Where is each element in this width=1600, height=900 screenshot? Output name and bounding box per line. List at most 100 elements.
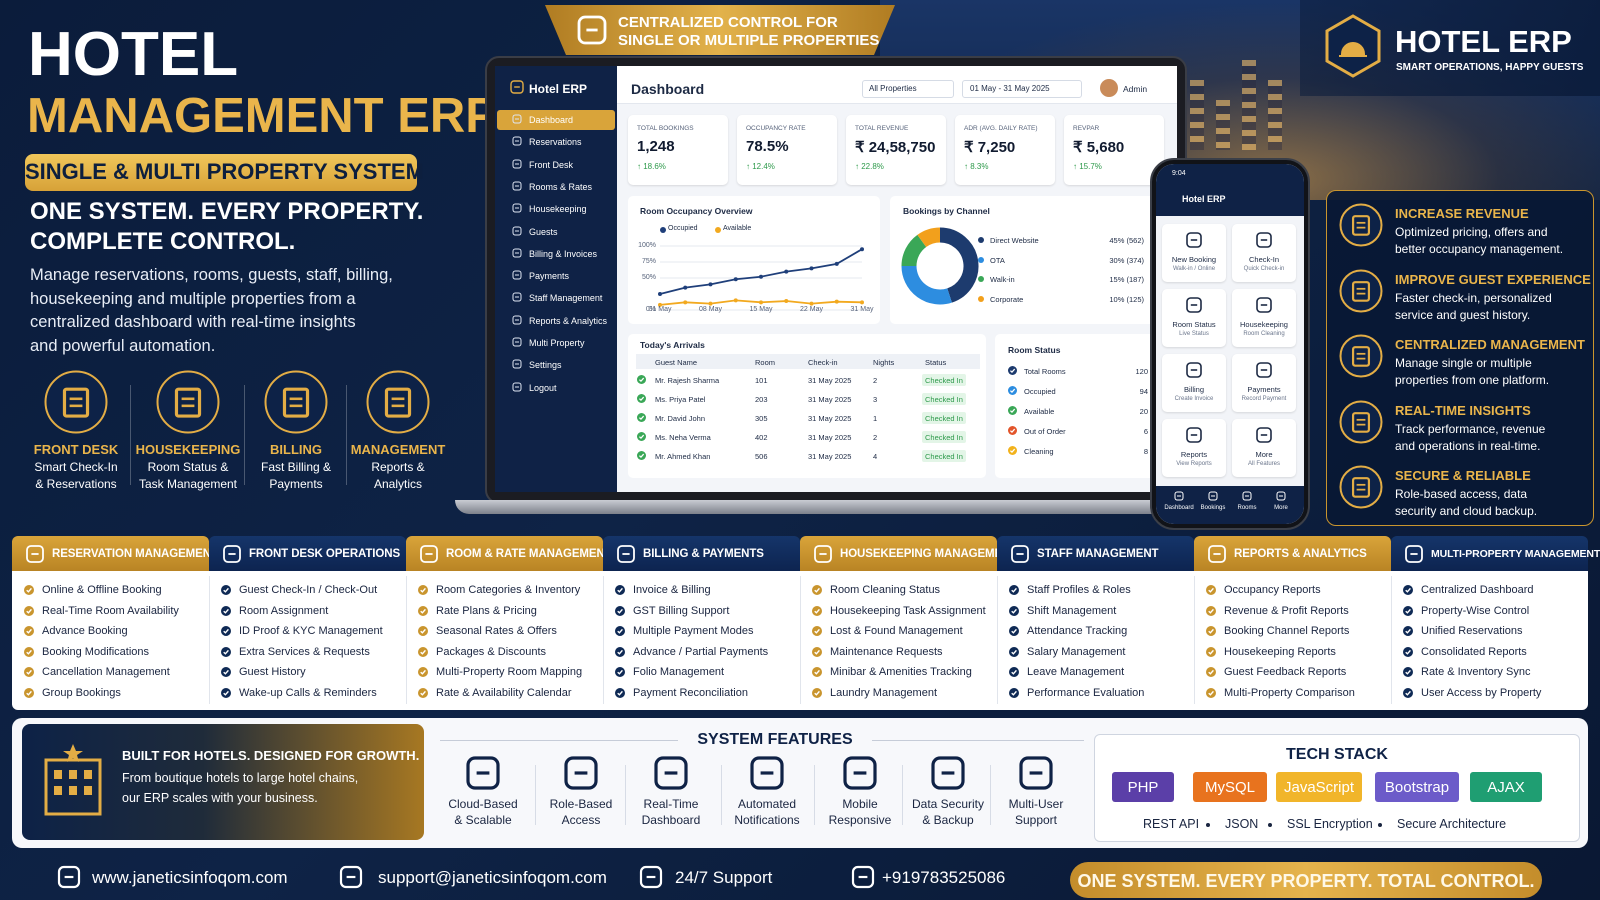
icon	[1008, 406, 1017, 415]
legend-swatch	[660, 227, 666, 233]
series-point	[759, 274, 763, 279]
feature-item: Lost & Found Management	[830, 625, 963, 637]
occupancy-plot	[658, 245, 864, 311]
hero-title: MANAGEMENT ERP	[27, 89, 498, 143]
feature-item: Cancellation Management	[42, 666, 170, 678]
table-cell: Checked In	[925, 452, 963, 461]
feature-item: Property-Wise Control	[1421, 604, 1530, 617]
icon-glyph	[1186, 232, 1202, 248]
tile-sub: View Reports	[1176, 461, 1212, 467]
status-pill	[922, 412, 966, 424]
tile-title: More	[1255, 450, 1273, 459]
icon	[44, 370, 108, 434]
module-text: Reports &	[371, 460, 425, 474]
feature-item: Occupancy Reports	[1224, 584, 1321, 596]
icon	[1403, 585, 1413, 595]
series-point	[860, 300, 864, 305]
icon-bg	[1403, 605, 1413, 616]
table-cell: Checked In	[925, 433, 963, 442]
icon	[57, 865, 81, 889]
icon-check	[1011, 649, 1017, 655]
table-title: Today's Arrivals	[640, 340, 705, 350]
icon-glyph	[1351, 280, 1371, 302]
feature-item: Guest Feedback Reports	[1224, 666, 1347, 678]
status-label: Out of Order	[1024, 427, 1066, 436]
feature-item: Shift Management	[1027, 604, 1117, 617]
icon-check	[1405, 628, 1411, 634]
icon-bg	[221, 626, 231, 636]
module-text: Task Management	[138, 477, 238, 491]
tech-extra: REST API	[1143, 817, 1200, 831]
kpi-value: 1,248	[637, 138, 675, 155]
icon	[1208, 545, 1226, 563]
divider	[130, 385, 131, 485]
icon-check	[1208, 649, 1214, 655]
table-cell: Checked In	[925, 414, 963, 423]
chart-title: Bookings by Channel	[903, 206, 990, 216]
feature-label: Mobile	[842, 797, 878, 811]
menu-item: Housekeeping	[529, 204, 587, 215]
module-text: Smart Check-In	[34, 460, 118, 474]
icon-bg	[1206, 585, 1216, 595]
table-cell: 31 May 2025	[808, 433, 852, 442]
series-point	[733, 277, 738, 282]
icon	[1242, 491, 1252, 501]
table-cell: 2	[873, 433, 878, 442]
brand-logo	[1325, 14, 1381, 78]
series-point	[784, 269, 789, 274]
y-tick-label: 100%	[638, 242, 656, 249]
description: and powerful automation.	[30, 336, 216, 355]
icon	[512, 270, 522, 280]
icon-check	[617, 690, 623, 696]
icon-check	[1208, 628, 1214, 634]
icon-glyph	[1208, 491, 1218, 501]
y-tick-label: 50%	[641, 274, 656, 281]
icon	[1011, 545, 1029, 563]
series-point	[658, 302, 662, 307]
icon-glyph	[1186, 427, 1202, 443]
series-point	[708, 282, 713, 287]
legend-dot	[978, 237, 984, 243]
icon-bg	[221, 646, 231, 657]
legend-swatch	[978, 295, 984, 302]
icon	[1206, 605, 1216, 616]
icon-bg	[615, 667, 625, 677]
kpi-change: ↑ 8.3%	[964, 162, 989, 171]
feature-item: Real-Time Room Availability	[42, 604, 179, 617]
legend-label: Walk-in	[990, 275, 1015, 284]
icon	[1276, 491, 1286, 501]
icon	[1009, 585, 1019, 595]
table-cell: 101	[755, 376, 768, 385]
icon	[512, 226, 522, 235]
icon	[564, 756, 598, 790]
icon	[221, 605, 231, 616]
column-header: Check-in	[808, 358, 838, 367]
series-point	[834, 299, 839, 304]
module-text: Room Status &	[147, 460, 229, 474]
icon	[1008, 446, 1017, 455]
legend-label: Available	[723, 225, 752, 232]
icon-glyph	[512, 382, 522, 392]
icon	[931, 756, 965, 790]
icon	[366, 370, 430, 434]
status-label: Available	[1024, 407, 1055, 416]
icon-bg	[221, 605, 231, 616]
icon	[512, 337, 522, 347]
built-for	[22, 724, 424, 840]
benefit-title: SECURE & RELIABLE	[1395, 468, 1531, 483]
icon-glyph	[223, 545, 241, 563]
icon	[1403, 646, 1413, 657]
icon-check	[1009, 388, 1016, 394]
icon-glyph	[1242, 491, 1252, 501]
legend-value: 15% (187)	[1109, 275, 1144, 284]
icon-glyph	[282, 387, 310, 418]
benefit-text: security and cloud backup.	[1395, 504, 1538, 518]
icon-glyph	[1256, 232, 1272, 248]
icon	[1339, 400, 1383, 443]
icon-check	[1405, 669, 1411, 675]
icon-ring	[1339, 203, 1383, 247]
series-point	[683, 300, 688, 305]
icon	[24, 626, 34, 636]
icon	[1206, 626, 1216, 636]
icon-glyph	[57, 865, 81, 889]
